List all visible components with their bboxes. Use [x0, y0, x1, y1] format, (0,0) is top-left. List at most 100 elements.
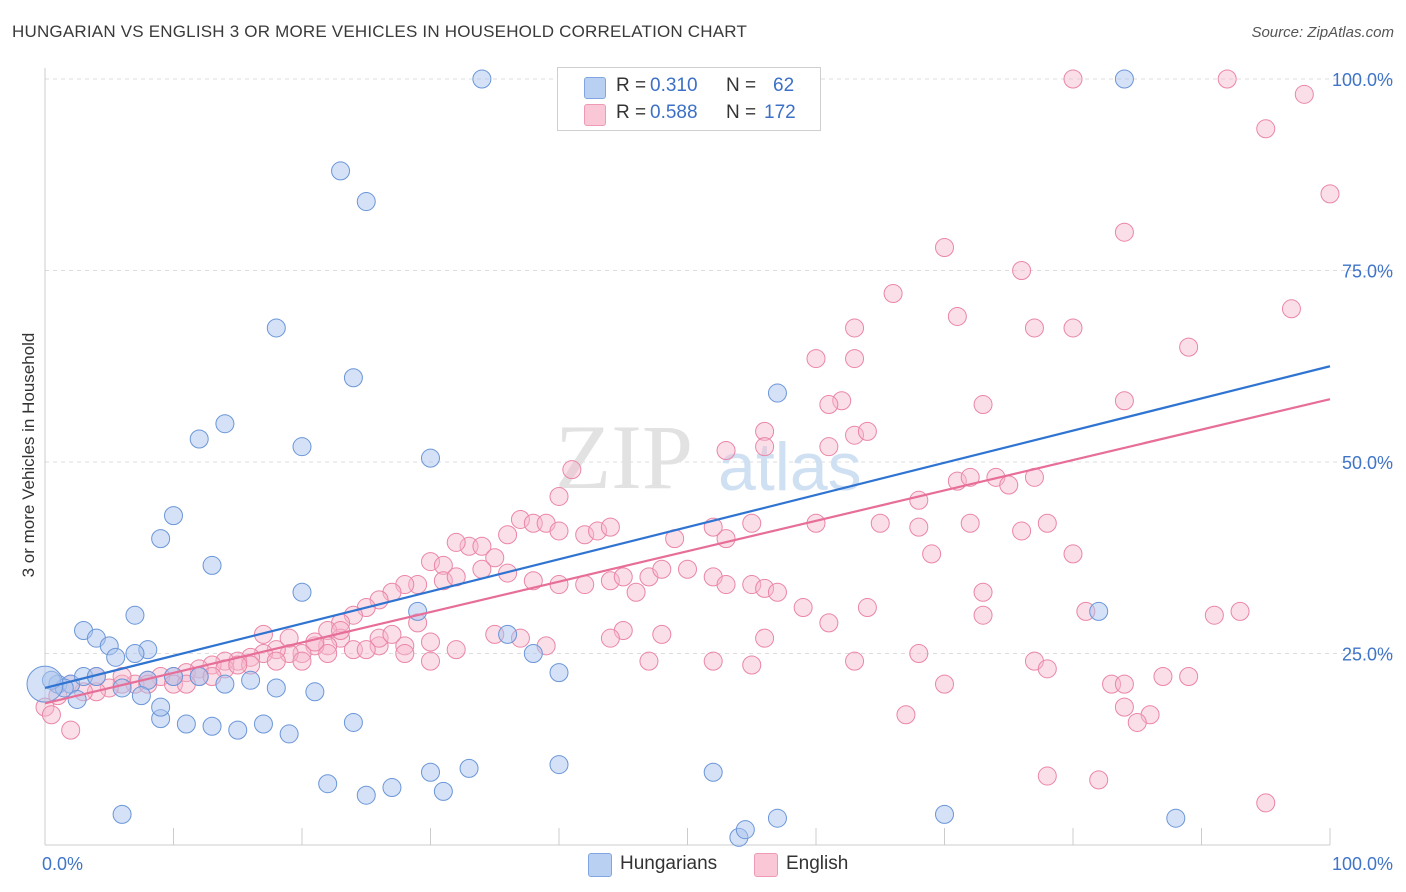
chart-title: HUNGARIAN VS ENGLISH 3 OR MORE VEHICLES … — [12, 22, 748, 41]
legend-r-value: 0.310 — [650, 75, 698, 96]
y-tick-label: 25.0% — [1342, 645, 1393, 665]
english-point — [973, 395, 993, 415]
english-point — [41, 705, 61, 725]
english-point — [922, 544, 942, 564]
english-point — [549, 575, 569, 595]
watermark-atlas: atlas — [718, 429, 862, 505]
english-point — [845, 425, 865, 445]
english-point — [755, 437, 775, 457]
english-point — [266, 651, 286, 671]
hungarian-point — [131, 686, 151, 706]
english-point — [1114, 391, 1134, 411]
english-point — [318, 644, 338, 663]
english-point — [421, 632, 440, 652]
legend-n-label: N = — [726, 102, 757, 123]
english-point — [832, 391, 852, 411]
y-tick-label: 100.0% — [1332, 70, 1393, 90]
y-tick-label: 75.0% — [1342, 262, 1393, 282]
english-point — [755, 578, 775, 598]
legend-n-value: 172 — [764, 102, 796, 123]
english-point — [446, 532, 466, 552]
english-point — [973, 582, 993, 602]
hungarian-point — [189, 666, 209, 686]
english-point — [1256, 119, 1276, 139]
series-legend: Hungarians English — [0, 850, 1406, 880]
hungarian-point — [318, 774, 338, 794]
english-point — [600, 571, 620, 591]
english-point — [1217, 69, 1237, 89]
hungarian-point — [112, 678, 132, 698]
english-point — [935, 238, 954, 258]
hungarian-point — [164, 666, 183, 686]
hungarian-point — [266, 318, 286, 338]
hungarian-point — [735, 820, 755, 840]
english-point — [1037, 766, 1057, 786]
hungarian-point — [151, 697, 171, 717]
hungarians-swatch — [584, 77, 606, 99]
hungarian-point — [935, 804, 954, 824]
english-point — [562, 460, 582, 480]
legend-r-label: R = — [616, 75, 647, 96]
english-point — [446, 640, 466, 660]
english-point — [523, 571, 543, 591]
hungarian-point — [343, 368, 363, 388]
english-point — [652, 624, 672, 644]
hungarian-point — [125, 644, 145, 663]
english-point — [600, 628, 620, 648]
english-point — [755, 421, 775, 441]
english-point — [845, 349, 865, 369]
english-point — [1063, 69, 1083, 89]
english-point — [909, 644, 929, 663]
hungarian-point — [523, 644, 543, 663]
hungarian-point — [1089, 601, 1109, 621]
english-point — [626, 582, 646, 602]
english-point — [472, 559, 492, 579]
english-point — [1037, 659, 1057, 679]
trend-lines — [44, 365, 1331, 705]
legend-r-value: 0.588 — [650, 102, 698, 123]
hungarian-point — [498, 624, 518, 644]
english-point — [472, 536, 492, 556]
x-tick-label: 100.0% — [1332, 854, 1393, 874]
english-point — [1063, 318, 1083, 338]
watermark: ZIP atlas — [555, 406, 862, 508]
source-label: Source: ZipAtlas.com — [1251, 24, 1394, 41]
english-point — [819, 613, 839, 633]
english-point — [678, 559, 697, 579]
english-point — [433, 555, 453, 575]
english-point — [369, 628, 389, 648]
hungarian-point — [151, 529, 171, 549]
english-point — [1063, 544, 1083, 564]
hungarian-point — [241, 670, 261, 690]
english-point — [742, 575, 762, 595]
x-tick-label: 0.0% — [42, 854, 83, 874]
tick-labels: 25.0% 50.0% 75.0% 100.0% 0.0% 100.0% — [42, 70, 1393, 874]
hungarian-point — [549, 663, 569, 683]
hungarian-point — [215, 414, 235, 434]
correlation-legend: R = 0.310 N = 62 R = 0.588 N = 172 — [557, 67, 821, 131]
english-point — [1179, 337, 1199, 357]
hungarian-point — [253, 714, 273, 734]
english-point — [819, 437, 839, 457]
hungarian-point — [1166, 808, 1186, 828]
english-point — [1127, 712, 1147, 732]
english-point — [395, 644, 415, 663]
english-point — [639, 651, 659, 671]
hungarian-points — [26, 69, 1186, 847]
hungarian-point — [202, 555, 222, 575]
english-point — [421, 651, 440, 671]
english-point — [382, 624, 402, 644]
english-points — [35, 69, 1340, 813]
english-point — [960, 467, 980, 487]
hungarian-point — [228, 720, 248, 740]
english-point — [806, 349, 826, 369]
english-point — [549, 486, 569, 506]
english-point — [1114, 222, 1134, 242]
english-point — [485, 548, 505, 568]
english-swatch — [754, 853, 778, 877]
english-point — [356, 640, 376, 660]
english-point — [896, 705, 916, 725]
english-point — [1037, 513, 1057, 533]
english-point — [819, 395, 839, 415]
